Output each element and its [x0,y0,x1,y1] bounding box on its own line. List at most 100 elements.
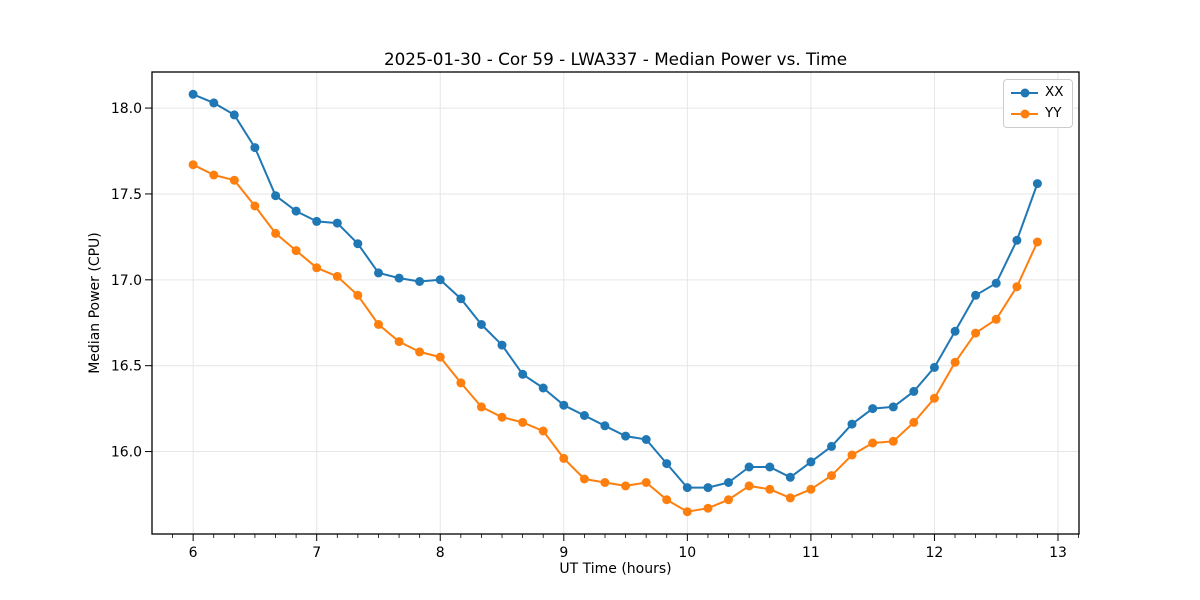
data-point [806,484,816,494]
svg-text:8: 8 [436,545,445,561]
data-point [662,459,672,469]
y-axis-label: Median Power (CPU) [87,232,103,374]
svg-text:16.0: 16.0 [111,445,142,461]
data-point [435,275,445,285]
svg-text:7: 7 [312,545,321,561]
data-point [291,206,301,216]
svg-text:6: 6 [189,545,198,561]
data-point [497,340,507,350]
svg-text:18.0: 18.0 [111,101,142,117]
svg-text:12: 12 [925,545,943,561]
data-point [703,483,713,493]
data-point [374,268,383,278]
data-point [209,98,219,108]
data-point [456,294,466,304]
data-point [765,462,775,472]
data-point [703,503,713,513]
legend: XX YY [1003,79,1073,128]
data-point [188,160,198,170]
data-point [600,478,610,487]
data-point [332,271,342,281]
legend-item-yy: YY [1011,105,1064,123]
data-point [579,474,589,484]
data-point [374,320,383,329]
data-point [724,495,733,505]
data-point [188,89,198,99]
data-point [847,450,857,460]
x-axis-label: UT Time (hours) [559,561,672,577]
y-tick-labels: 16.0 16.5 17.0 17.5 18.0 [111,101,142,461]
data-point [332,218,342,228]
gridlines [152,72,1079,534]
legend-item-xx: XX [1011,84,1064,102]
data-point [950,326,960,336]
data-point [353,290,363,300]
series-YY-line [192,163,1039,513]
data-point [271,191,281,201]
data-point [929,362,939,372]
svg-text:16.5: 16.5 [111,359,142,375]
data-point [394,273,404,283]
data-point [1032,237,1042,247]
data-point [394,337,404,347]
data-point [229,110,239,120]
data-point [868,438,878,448]
legend-line-sample-yy [1011,109,1038,119]
axis-ticks [145,107,1079,541]
data-point [415,347,425,357]
legend-marker-yy [1020,109,1029,119]
data-point [868,404,878,414]
data-point [827,471,836,481]
data-point [271,228,281,238]
data-point [579,411,589,420]
x-tick-labels: 6 7 8 9 10 11 12 13 [189,545,1067,561]
data-point [250,201,260,211]
data-point [559,400,569,410]
data-point [682,483,692,493]
data-point [476,320,486,329]
svg-text:9: 9 [559,545,568,561]
data-point [724,478,733,487]
legend-line-sample-xx [1011,88,1038,98]
data-point [312,216,322,226]
data-point [621,481,631,491]
data-point [456,378,466,388]
plot-border [151,71,1080,535]
data-point [1032,179,1042,189]
data-point [538,426,548,436]
data-point [888,436,898,446]
data-point [538,383,548,393]
svg-text:17.5: 17.5 [111,187,142,203]
data-point [641,435,651,444]
data-point [971,328,981,338]
data-point [909,386,919,396]
data-point [888,402,898,412]
series-XX-line [192,93,1039,489]
data-point [209,170,219,180]
data-point [621,431,631,441]
data-point [353,239,363,249]
data-point [785,493,795,503]
data-point [744,462,754,472]
data-point [765,484,775,494]
data-point [229,175,239,185]
data-point [600,421,610,431]
data-point [971,290,981,300]
series-YY-markers [188,160,1042,517]
data-point [806,457,816,467]
data-point [1012,235,1022,245]
data-point [291,246,301,256]
data-point [991,278,1001,288]
svg-text:10: 10 [678,545,696,561]
legend-label-yy: YY [1045,105,1062,122]
chart-title: 2025-01-30 - Cor 59 - LWA337 - Median Po… [383,49,848,69]
data-point [785,472,795,482]
data-point [847,419,857,429]
data-point [991,314,1001,324]
legend-marker-xx [1020,88,1029,98]
legend-label-xx: XX [1045,84,1064,101]
data-point [744,481,754,491]
data-point [909,417,919,427]
